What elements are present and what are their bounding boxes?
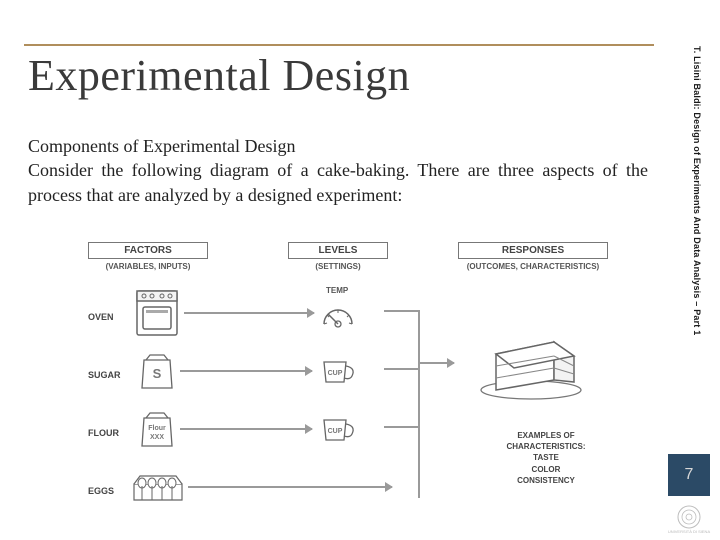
arrow-merge-bus [384, 310, 454, 498]
examples-block: EXAMPLES OF CHARACTERISTICS: TASTE COLOR… [486, 430, 606, 486]
col-header-levels: LEVELS [288, 242, 388, 259]
example-item-2: COLOR [486, 464, 606, 475]
col-factors: FACTORS (VARIABLES, INPUTS) [88, 242, 208, 271]
col-sub-responses: (OUTCOMES, CHARACTERISTICS) [458, 262, 608, 271]
arrow-oven [184, 312, 314, 314]
col-sub-factors: (VARIABLES, INPUTS) [88, 262, 208, 271]
sidebar-vertical-label: T. Lisini Baldi: Design of Experiments A… [688, 46, 702, 386]
seal-text: UNIVERSITÀ DI SIENA [668, 530, 710, 534]
cup-icon-sugar: CUP [318, 356, 358, 386]
row-label-oven: OVEN [88, 312, 132, 322]
svg-text:S: S [153, 366, 162, 381]
page-title: Experimental Design [28, 50, 410, 101]
svg-text:Flour: Flour [148, 425, 166, 432]
arrow-sugar [180, 370, 312, 372]
row-label-flour: FLOUR [88, 428, 132, 438]
seal-icon [677, 505, 701, 529]
col-levels: LEVELS (SETTINGS) [288, 242, 388, 271]
sugar-bag-icon: S [140, 354, 174, 392]
dial-icon [320, 298, 356, 328]
cake-slice-icon [476, 332, 586, 402]
body-text: Components of Experimental Design Consid… [28, 134, 648, 207]
examples-heading: EXAMPLES OF CHARACTERISTICS: [486, 430, 606, 452]
cup-icon-flour: CUP [318, 414, 358, 444]
col-responses: RESPONSES (OUTCOMES, CHARACTERISTICS) [458, 242, 608, 271]
university-seal: UNIVERSITÀ DI SIENA [666, 498, 712, 540]
row-label-sugar: SUGAR [88, 370, 132, 380]
col-header-responses: RESPONSES [458, 242, 608, 259]
example-item-3: CONSISTENCY [486, 475, 606, 486]
body-paragraph: Consider the following diagram of a cake… [28, 160, 648, 204]
slide: Experimental Design Components of Experi… [0, 0, 720, 540]
top-rule [24, 44, 654, 46]
row-label-eggs: EGGS [88, 486, 132, 496]
svg-text:XXX: XXX [150, 434, 164, 441]
arrow-eggs [188, 486, 392, 488]
body-heading: Components of Experimental Design [28, 134, 648, 158]
svg-text:CUP: CUP [328, 428, 343, 435]
oven-icon [136, 290, 178, 336]
svg-text:CUP: CUP [328, 370, 343, 377]
page-number-box: 7 [668, 454, 710, 496]
diagram: FACTORS (VARIABLES, INPUTS) LEVELS (SETT… [88, 242, 648, 522]
page-number: 7 [685, 466, 694, 484]
level-label-temp: TEMP [326, 286, 348, 295]
arrow-flour [180, 428, 312, 430]
col-sub-levels: (SETTINGS) [288, 262, 388, 271]
col-header-factors: FACTORS [88, 242, 208, 259]
eggs-icon [132, 472, 184, 504]
flour-bag-icon: Flour XXX [140, 412, 174, 450]
example-item-1: TASTE [486, 452, 606, 463]
